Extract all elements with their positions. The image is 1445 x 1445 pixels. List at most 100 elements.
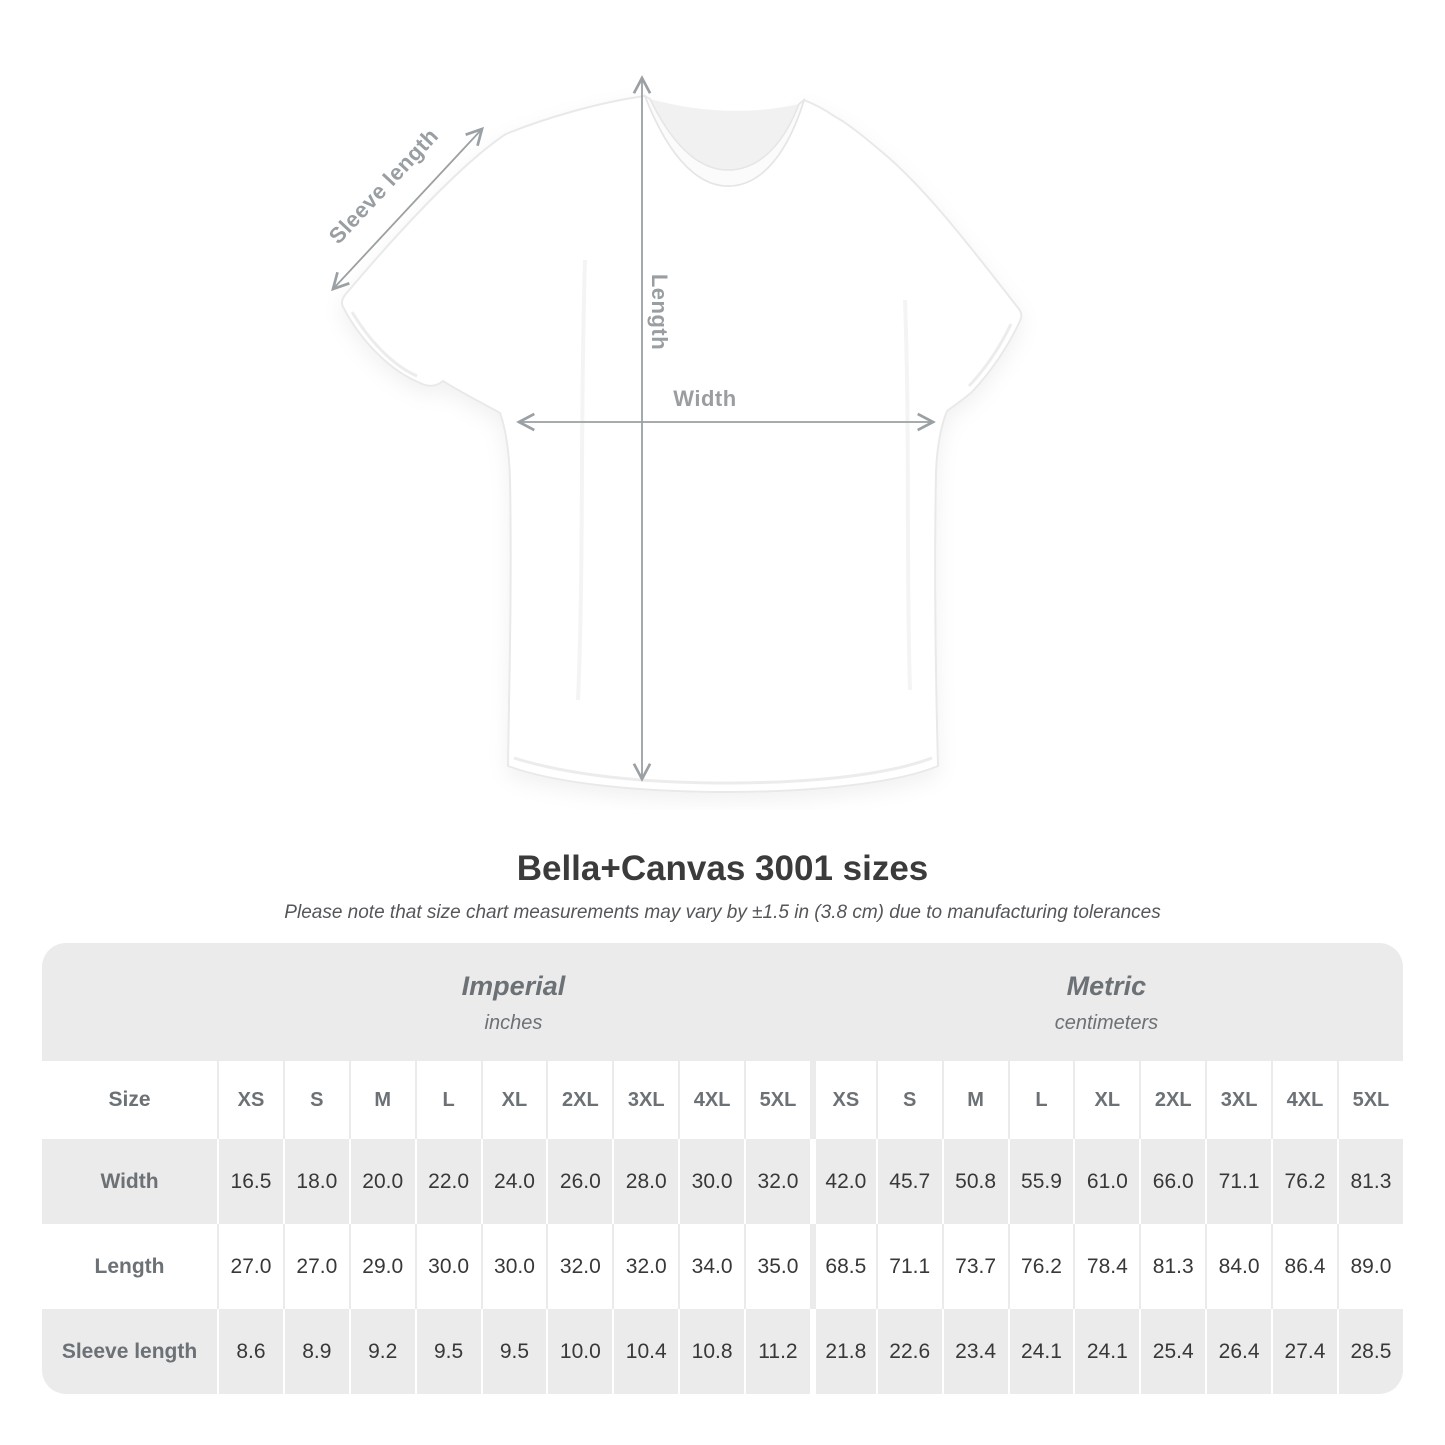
size-header: M [348, 1061, 415, 1139]
value-cell: 27.0 [282, 1224, 349, 1309]
value-cell: 32.0 [612, 1224, 678, 1309]
size-header: XS [217, 1061, 283, 1139]
size-header: M [941, 1061, 1008, 1139]
value-cell: 28.5 [1336, 1309, 1403, 1394]
value-cell: 10.4 [612, 1309, 678, 1394]
metric-group-units: centimeters [1054, 1011, 1159, 1034]
sleeve-length-arrow [333, 129, 482, 289]
value-cell: 9.2 [348, 1309, 415, 1394]
value-cell: 61.0 [1073, 1139, 1139, 1224]
value-cell: 50.8 [941, 1139, 1008, 1224]
row-label: Length [94, 1254, 165, 1278]
value-cell: 10.0 [546, 1309, 612, 1394]
value-cell: 24.0 [480, 1139, 547, 1224]
size-column-header: Size [108, 1088, 151, 1111]
value-cell: 86.4 [1271, 1224, 1337, 1309]
table-row-length: Length 27.0 27.0 29.0 30.0 30.0 32.0 32.… [42, 1224, 1403, 1309]
value-cell: 68.5 [809, 1224, 876, 1309]
value-cell: 71.1 [1205, 1139, 1271, 1224]
value-cell: 27.0 [217, 1224, 283, 1309]
size-header: 2XL [546, 1061, 612, 1139]
imperial-group-label: Imperial [461, 970, 566, 1001]
size-chart-table: Imperial inches Metric centimeters Size … [42, 943, 1403, 1394]
value-cell: 55.9 [1007, 1139, 1074, 1224]
length-dimension-label: Length [647, 274, 672, 350]
size-header: XS [809, 1061, 876, 1139]
value-cell: 18.0 [282, 1139, 349, 1224]
value-cell: 84.0 [1205, 1224, 1271, 1309]
width-dimension-label: Width [673, 386, 736, 411]
value-cell: 8.6 [217, 1309, 283, 1394]
value-cell: 30.0 [678, 1139, 744, 1224]
value-cell: 26.0 [546, 1139, 612, 1224]
unit-group-header-row: Imperial inches Metric centimeters [42, 943, 1403, 1061]
value-cell: 30.0 [480, 1224, 547, 1309]
value-cell: 27.4 [1271, 1309, 1337, 1394]
value-cell: 76.2 [1007, 1224, 1074, 1309]
value-cell: 22.0 [414, 1139, 481, 1224]
value-cell: 22.6 [875, 1309, 942, 1394]
size-header: 4XL [1271, 1061, 1337, 1139]
value-cell: 11.2 [744, 1309, 810, 1394]
size-header: 2XL [1139, 1061, 1205, 1139]
table-row-sleeve-length: Sleeve length 8.6 8.9 9.2 9.5 9.5 10.0 1… [42, 1309, 1403, 1394]
collar-band [643, 94, 806, 187]
size-header: 3XL [612, 1061, 678, 1139]
size-header: L [1007, 1061, 1074, 1139]
value-cell: 71.1 [875, 1224, 942, 1309]
value-cell: 26.4 [1205, 1309, 1271, 1394]
table-row-width: Width 16.5 18.0 20.0 22.0 24.0 26.0 28.0… [42, 1139, 1403, 1224]
value-cell: 45.7 [875, 1139, 942, 1224]
page-title: Bella+Canvas 3001 sizes [516, 849, 929, 888]
metric-group-label: Metric [1066, 970, 1147, 1001]
value-cell: 9.5 [480, 1309, 547, 1394]
tshirt-graphic: Width Length Sleeve length [324, 0, 1023, 794]
size-header: S [875, 1061, 942, 1139]
tshirt-body [340, 94, 1023, 794]
tshirt-measurement-diagram: Width Length Sleeve length [324, 0, 1023, 794]
value-cell: 8.9 [282, 1309, 349, 1394]
value-cell: 35.0 [744, 1224, 810, 1309]
value-cell: 24.1 [1073, 1309, 1139, 1394]
value-cell: 20.0 [348, 1139, 415, 1224]
size-header: S [282, 1061, 349, 1139]
value-cell: 76.2 [1271, 1139, 1337, 1224]
value-cell: 25.4 [1139, 1309, 1205, 1394]
value-cell: 89.0 [1336, 1224, 1403, 1309]
value-cell: 78.4 [1073, 1224, 1139, 1309]
value-cell: 10.8 [678, 1309, 744, 1394]
row-label: Width [100, 1169, 159, 1193]
size-header: XL [1073, 1061, 1139, 1139]
row-label: Sleeve length [61, 1339, 198, 1363]
fabric-wrinkles [576, 259, 912, 701]
value-cell: 81.3 [1336, 1139, 1403, 1224]
value-cell: 66.0 [1139, 1139, 1205, 1224]
value-cell: 24.1 [1007, 1309, 1074, 1394]
value-cell: 32.0 [744, 1139, 810, 1224]
value-cell: 16.5 [217, 1139, 283, 1224]
metric-group-header: Metric centimeters [809, 943, 1403, 1061]
imperial-group-units: inches [484, 1011, 543, 1034]
value-cell: 73.7 [941, 1224, 1008, 1309]
value-cell: 29.0 [348, 1224, 415, 1309]
size-header: L [414, 1061, 481, 1139]
value-cell: 21.8 [809, 1309, 876, 1394]
value-cell: 28.0 [612, 1139, 678, 1224]
size-header: 4XL [678, 1061, 744, 1139]
size-header: 5XL [744, 1061, 810, 1139]
fabric-shading [350, 311, 1013, 785]
value-cell: 9.5 [414, 1309, 481, 1394]
value-cell: 32.0 [546, 1224, 612, 1309]
size-header: 3XL [1205, 1061, 1271, 1139]
corner-spacer [42, 943, 218, 1061]
value-cell: 30.0 [414, 1224, 481, 1309]
size-header: 5XL [1336, 1061, 1403, 1139]
value-cell: 81.3 [1139, 1224, 1205, 1309]
value-cell: 23.4 [941, 1309, 1008, 1394]
size-header-row: Size XS S M L XL 2XL 3XL 4XL 5XL XS S M … [42, 1061, 1403, 1139]
imperial-group-header: Imperial inches [217, 943, 810, 1061]
value-cell: 42.0 [809, 1139, 876, 1224]
tolerance-note: Please note that size chart measurements… [284, 902, 1161, 923]
size-header: XL [480, 1061, 547, 1139]
value-cell: 34.0 [678, 1224, 744, 1309]
